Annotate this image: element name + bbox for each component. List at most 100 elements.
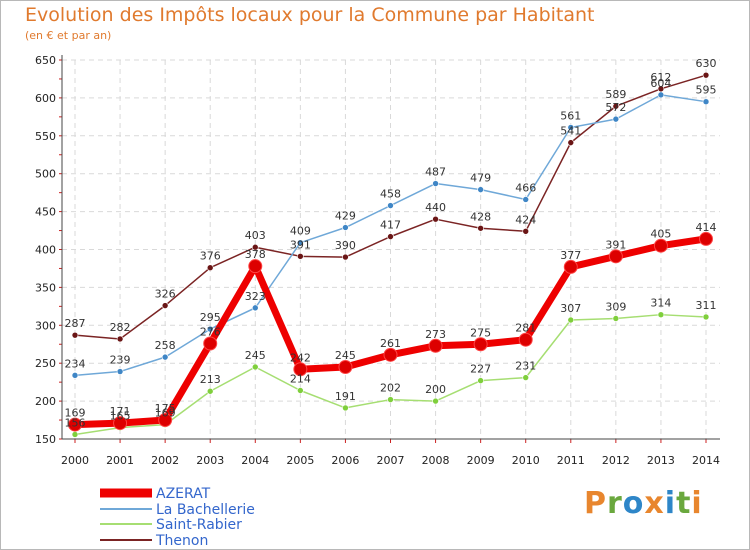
data-label-azerat: 169 — [65, 407, 86, 420]
x-tick-label: 2005 — [286, 454, 314, 467]
data-point-saint-rabier — [432, 397, 439, 405]
data-point-saint-rabier — [567, 316, 575, 324]
x-tick-label: 2014 — [692, 454, 720, 467]
y-tick-label: 550 — [35, 130, 56, 143]
data-point-azerat — [203, 336, 218, 351]
data-point-azerat — [608, 249, 623, 264]
data-label-thenon: 589 — [605, 88, 626, 101]
logo-letter: x — [644, 486, 665, 521]
data-point-la-bachellerie — [477, 186, 484, 193]
data-label-la-bachellerie: 466 — [515, 181, 536, 194]
data-point-saint-rabier — [387, 396, 394, 403]
data-point-saint-rabier — [206, 387, 214, 395]
data-point-azerat — [518, 332, 533, 347]
y-tick-label: 500 — [35, 168, 56, 181]
data-point-saint-rabier — [522, 374, 530, 381]
x-tick-label: 2002 — [151, 454, 179, 467]
data-point-thenon — [206, 264, 214, 271]
x-tick-label: 2008 — [422, 454, 450, 467]
y-tick-label: 250 — [35, 357, 56, 370]
data-point-la-bachellerie — [71, 372, 79, 379]
data-point-thenon — [71, 331, 79, 339]
chart-subtitle: (en € et par an) — [25, 29, 112, 42]
data-label-la-bachellerie: 258 — [155, 339, 176, 352]
data-label-thenon: 390 — [335, 239, 356, 252]
data-label-la-bachellerie: 458 — [380, 188, 401, 201]
data-label-la-bachellerie: 409 — [290, 225, 311, 238]
legend-label-la-bachellerie: La Bachellerie — [156, 502, 255, 518]
data-point-thenon — [161, 302, 169, 309]
data-label-thenon: 428 — [470, 210, 491, 223]
grid-lines — [62, 59, 720, 440]
data-point-azerat — [248, 259, 263, 274]
data-label-saint-rabier: 191 — [335, 390, 356, 403]
data-label-thenon: 403 — [245, 229, 266, 242]
data-label-saint-rabier: 231 — [515, 360, 536, 373]
legend-label-saint-rabier: Saint-Rabier — [156, 517, 242, 533]
data-label-saint-rabier: 311 — [696, 299, 717, 312]
data-point-la-bachellerie — [387, 202, 394, 209]
data-point-thenon — [342, 253, 349, 261]
data-point-la-bachellerie — [432, 180, 439, 187]
data-point-la-bachellerie — [206, 325, 214, 333]
data-point-saint-rabier — [612, 315, 620, 322]
data-label-la-bachellerie: 429 — [335, 210, 356, 223]
data-point-saint-rabier — [342, 404, 349, 412]
data-label-la-bachellerie: 479 — [470, 172, 491, 185]
data-label-thenon: 287 — [65, 317, 86, 330]
data-label-la-bachellerie: 572 — [605, 101, 626, 114]
y-tick-label: 650 — [35, 54, 56, 67]
x-tick-label: 2000 — [61, 454, 89, 467]
data-label-thenon: 630 — [696, 57, 717, 70]
data-point-thenon — [432, 215, 439, 223]
data-point-azerat — [158, 413, 173, 428]
data-label-thenon: 376 — [200, 250, 221, 263]
data-label-la-bachellerie: 234 — [65, 357, 86, 370]
data-label-azerat: 171 — [110, 405, 131, 418]
data-label-saint-rabier: 245 — [245, 349, 266, 362]
series-lines — [68, 71, 713, 438]
data-point-saint-rabier — [477, 377, 484, 384]
data-point-la-bachellerie — [702, 98, 710, 105]
data-point-thenon — [702, 71, 710, 79]
logo-letter: P — [584, 486, 607, 521]
data-label-thenon: 440 — [425, 201, 446, 214]
y-tick-label: 600 — [35, 92, 56, 105]
data-point-thenon — [522, 228, 530, 235]
x-tick-label: 2001 — [106, 454, 134, 467]
data-point-azerat — [428, 338, 443, 353]
data-label-azerat: 414 — [696, 221, 717, 234]
data-point-saint-rabier — [657, 311, 665, 318]
data-label-saint-rabier: 307 — [560, 302, 581, 315]
x-tick-label: 2007 — [377, 454, 405, 467]
data-point-la-bachellerie — [161, 353, 169, 361]
data-point-la-bachellerie — [116, 368, 124, 375]
data-label-thenon: 424 — [515, 213, 536, 226]
x-tick-label: 2011 — [557, 454, 585, 467]
data-label-azerat: 261 — [380, 337, 401, 350]
data-label-azerat: 405 — [650, 228, 671, 241]
data-label-thenon: 417 — [380, 219, 401, 232]
data-point-thenon — [387, 233, 394, 240]
x-tick-label: 2009 — [467, 454, 495, 467]
data-label-thenon: 391 — [290, 238, 311, 251]
x-tick-label: 2003 — [196, 454, 224, 467]
data-label-saint-rabier: 202 — [380, 382, 401, 395]
x-tick-label: 2006 — [331, 454, 359, 467]
y-tick-label: 300 — [35, 319, 56, 332]
logo-letter: o — [622, 486, 645, 521]
data-label-la-bachellerie: 604 — [650, 77, 671, 90]
data-point-la-bachellerie — [657, 91, 665, 99]
data-label-azerat: 281 — [515, 322, 536, 335]
data-point-la-bachellerie — [251, 304, 259, 312]
data-label-la-bachellerie: 323 — [245, 290, 266, 303]
data-point-azerat — [293, 362, 308, 377]
data-label-azerat: 276 — [200, 325, 221, 338]
logo-letter: t — [676, 486, 692, 521]
legend-label-thenon: Thenon — [155, 533, 208, 549]
data-label-azerat: 377 — [560, 249, 581, 262]
data-point-la-bachellerie — [522, 196, 530, 203]
